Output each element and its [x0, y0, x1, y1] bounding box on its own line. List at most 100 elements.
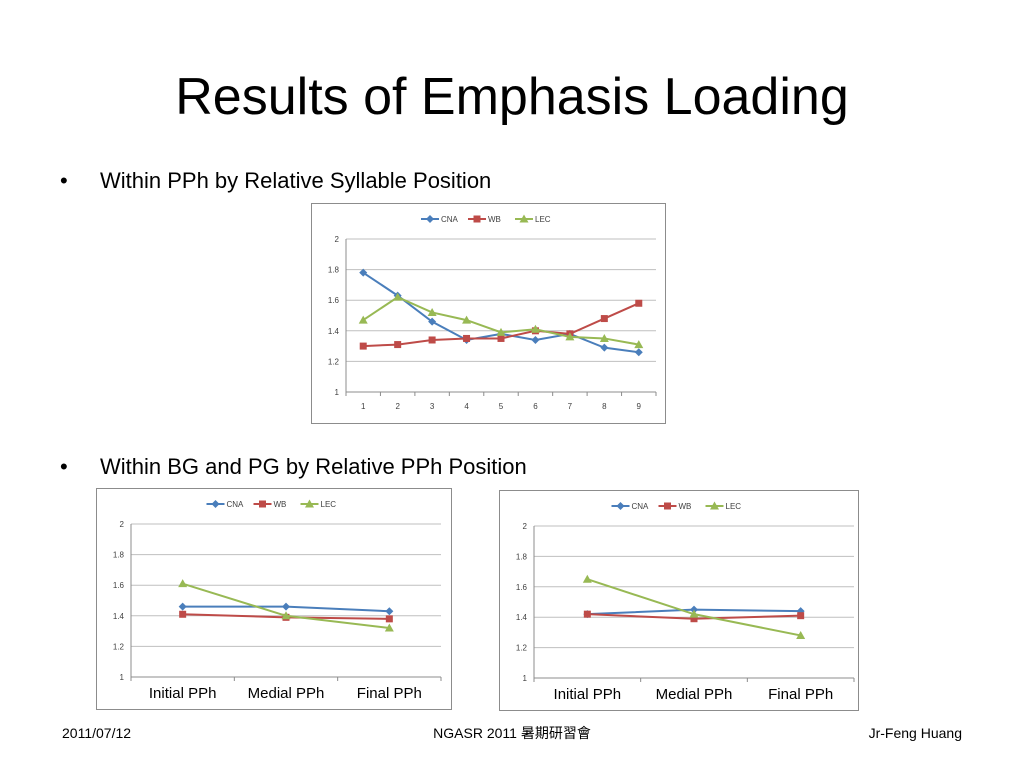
chart-pg-pph-position: CNA WB LEC 1 1.2 1.4 1.6 1.8 2 Initial PPh Medial …	[499, 490, 859, 711]
data-point	[179, 610, 187, 618]
legend-label: CNA	[441, 215, 459, 224]
data-point	[635, 299, 643, 307]
x-tick-label: 5	[499, 402, 504, 411]
footer-date: 2011/07/12	[62, 725, 132, 741]
data-point	[530, 324, 540, 333]
chart-svg: CNA WB LEC 1 1.2 1.4 1.6 1.8 2 1 2 3 4 5 6 7 8 9	[328, 214, 657, 411]
category-label: Final PPh	[357, 685, 422, 702]
chart-syllable-position: CNA WB LEC 1 1.2 1.4 1.6 1.8 2 1 2 3 4 5 6 7 8 9	[311, 203, 666, 424]
y-tick-label: 1	[523, 674, 528, 683]
data-point	[496, 327, 506, 336]
data-point	[428, 336, 436, 344]
y-tick-label: 1.8	[516, 552, 528, 561]
x-tick-label: 9	[637, 402, 642, 411]
data-point	[531, 335, 540, 344]
y-tick-label: 2	[523, 522, 528, 531]
data-point	[599, 333, 609, 342]
data-point	[384, 623, 394, 632]
bullet-marker: •	[60, 168, 68, 193]
x-tick-label: 1	[361, 402, 366, 411]
series-wb	[359, 299, 643, 350]
legend-marker	[305, 499, 314, 508]
legend-label: LEC	[321, 500, 337, 509]
legend-entry: WB	[468, 215, 501, 224]
category-label: Final PPh	[768, 686, 833, 703]
data-point	[359, 268, 368, 277]
chart-bg-pph-position: CNA WB LEC 1 1.2 1.4 1.6 1.8 2 Initial PPh Medial …	[96, 488, 452, 710]
legend-entry: LEC	[515, 214, 551, 224]
bullet-marker: •	[60, 454, 68, 479]
data-point	[178, 579, 188, 588]
data-point	[796, 630, 806, 639]
legend-label: LEC	[535, 215, 551, 224]
bullet-text: Within PPh by Relative Syllable Position	[100, 168, 492, 193]
data-point	[385, 615, 393, 623]
data-point	[427, 307, 437, 316]
y-tick-label: 1.6	[516, 583, 528, 592]
category-label: Initial PPh	[554, 686, 622, 703]
x-tick-label: 2	[395, 402, 400, 411]
series-wb	[583, 610, 805, 623]
y-tick-label: 1.4	[516, 613, 528, 622]
data-point	[428, 317, 437, 326]
y-tick-label: 1.6	[113, 581, 125, 590]
x-tick-label: 4	[464, 402, 469, 411]
data-point	[359, 342, 367, 350]
data-point	[797, 612, 805, 620]
footer-author: Jr-Feng Huang	[868, 725, 962, 741]
category-label: Medial PPh	[656, 686, 733, 703]
y-tick-label: 1.4	[113, 612, 125, 621]
data-point	[282, 602, 290, 611]
legend-entry: WB	[658, 502, 692, 511]
series-lec	[582, 574, 806, 639]
y-tick-label: 2	[120, 520, 125, 529]
legend-label: WB	[488, 215, 501, 224]
y-tick-label: 1	[335, 388, 340, 397]
legend-entry: CNA	[611, 502, 649, 511]
chart-svg: CNA WB LEC 1 1.2 1.4 1.6 1.8 2 Initial PPh Medial …	[113, 499, 442, 702]
data-point	[690, 615, 698, 623]
legend-label: WB	[679, 502, 692, 511]
x-tick-label: 3	[430, 402, 435, 411]
data-point	[463, 334, 471, 342]
legend-marker	[259, 500, 266, 508]
category-label: Medial PPh	[248, 685, 325, 702]
data-point	[600, 343, 609, 352]
legend-entry: LEC	[300, 499, 337, 509]
x-tick-label: 8	[602, 402, 607, 411]
data-point	[393, 292, 403, 301]
series-cna	[178, 602, 394, 616]
x-tick-label: 6	[533, 402, 538, 411]
data-point	[281, 611, 291, 620]
data-point	[634, 340, 644, 349]
legend-marker	[473, 215, 481, 223]
y-tick-label: 1.2	[516, 644, 528, 653]
x-tick-label: 7	[568, 402, 573, 411]
data-point	[634, 348, 643, 357]
legend-label: LEC	[726, 502, 742, 511]
data-point	[582, 574, 592, 583]
series-lec	[178, 579, 394, 632]
series-lec	[358, 292, 644, 349]
data-point	[689, 609, 699, 618]
data-point	[497, 334, 505, 342]
footer-event: NGASR 2011 暑期研習會	[433, 725, 591, 741]
data-point	[385, 607, 394, 616]
y-tick-label: 1.6	[328, 296, 340, 305]
legend-marker	[211, 500, 220, 508]
bullet-pph-position: • Within BG and PG by Relative PPh Positi…	[60, 452, 527, 482]
legend-marker	[616, 502, 625, 510]
data-point	[394, 341, 402, 349]
legend-entry: CNA	[206, 500, 245, 509]
y-tick-label: 1.2	[113, 642, 125, 651]
legend-label: CNA	[227, 500, 245, 509]
data-point	[583, 610, 591, 618]
slide-title: Results of Emphasis Loading	[175, 68, 849, 126]
legend-marker	[664, 502, 671, 510]
category-label: Initial PPh	[149, 685, 217, 702]
data-point	[358, 315, 368, 324]
data-point	[690, 605, 698, 614]
data-point	[178, 602, 187, 611]
bullet-text: Within BG and PG by Relative PPh Positio…	[100, 454, 527, 479]
data-point	[462, 315, 472, 324]
